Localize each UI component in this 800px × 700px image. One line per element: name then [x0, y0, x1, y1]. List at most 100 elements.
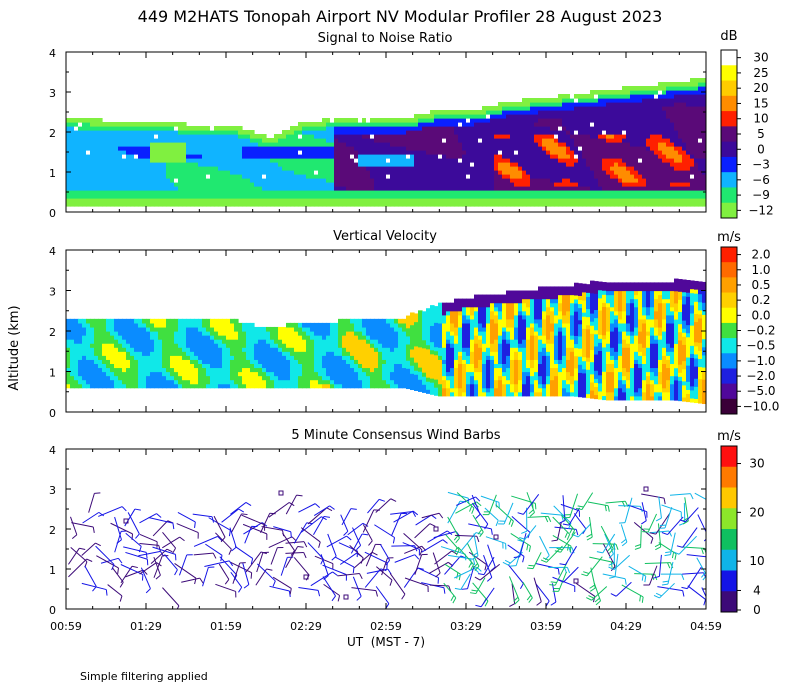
snr-cell — [574, 186, 579, 191]
snr-cell — [390, 146, 395, 151]
snr-cell — [330, 202, 335, 207]
snr-cell — [382, 122, 387, 127]
snr-cell — [366, 146, 371, 151]
snr-cell — [538, 170, 543, 175]
velocity-cell — [102, 343, 107, 348]
snr-cell — [634, 198, 639, 203]
snr-cell — [606, 166, 611, 171]
velocity-cell — [154, 343, 159, 348]
snr-cell — [382, 170, 387, 175]
snr-cell — [650, 98, 655, 103]
snr-cell — [586, 194, 591, 199]
snr-cell — [382, 126, 387, 131]
snr-cell — [398, 170, 403, 175]
velocity-cell — [258, 359, 263, 364]
snr-cell — [658, 114, 663, 119]
velocity-cell — [202, 318, 207, 324]
snr-cell — [166, 134, 171, 139]
snr-cell — [434, 114, 439, 119]
snr-cell — [642, 198, 647, 203]
snr-cell — [690, 178, 695, 183]
snr-cell — [322, 166, 327, 171]
snr-cell — [98, 122, 103, 127]
velocity-cell — [66, 367, 71, 373]
velocity-cell — [194, 383, 199, 389]
snr-cell — [562, 126, 567, 131]
snr-cell — [150, 134, 155, 139]
snr-cell — [598, 158, 603, 163]
snr-cell — [214, 150, 219, 155]
snr-cell — [538, 126, 543, 131]
velocity-cell — [218, 363, 223, 369]
snr-cell — [70, 190, 75, 195]
velocity-cell — [194, 331, 199, 336]
snr-cell — [418, 158, 423, 163]
snr-cell — [554, 110, 559, 115]
snr-cell — [86, 126, 91, 131]
snr-cell — [390, 186, 395, 191]
snr-cell — [694, 94, 699, 99]
velocity-cell — [206, 383, 211, 389]
velocity-cell — [86, 375, 91, 381]
snr-cell — [590, 102, 595, 107]
velocity-cell — [154, 339, 159, 344]
snr-cell — [466, 162, 471, 167]
velocity-cell — [246, 359, 251, 364]
snr-cell — [142, 150, 147, 155]
snr-cell — [254, 146, 259, 151]
snr-cell — [602, 178, 607, 183]
snr-cell — [694, 142, 699, 147]
velocity-cell — [134, 359, 139, 364]
snr-cell — [234, 142, 239, 147]
snr-cell — [538, 190, 543, 195]
snr-cell — [330, 122, 335, 127]
snr-cell — [210, 170, 215, 175]
velocity-cell — [266, 343, 271, 348]
snr-cell — [638, 134, 643, 139]
snr-cell — [310, 194, 315, 199]
velocity-cell — [146, 359, 151, 364]
snr-cell — [690, 190, 695, 195]
snr-cell — [194, 178, 199, 183]
snr-cell — [614, 158, 619, 163]
colorbar-segment — [721, 50, 737, 66]
velocity-cell — [322, 363, 327, 369]
snr-cell — [126, 186, 131, 191]
snr-cell — [666, 162, 671, 167]
snr-cell — [542, 186, 547, 191]
snr-cell — [618, 126, 623, 131]
snr-cell — [514, 110, 519, 115]
velocity-cell — [98, 359, 103, 364]
snr-cell — [638, 170, 643, 175]
snr-cell — [158, 186, 163, 191]
snr-cell — [78, 178, 83, 183]
snr-cell — [454, 146, 459, 151]
snr-cell — [622, 122, 627, 127]
velocity-cell — [74, 379, 79, 385]
snr-cell — [522, 182, 527, 187]
snr-cell — [638, 158, 643, 163]
snr-cell — [410, 146, 415, 151]
velocity-cell — [230, 326, 235, 332]
snr-cell — [94, 134, 99, 139]
snr-cell — [282, 178, 287, 183]
snr-cell — [310, 126, 315, 131]
velocity-cell — [206, 355, 211, 360]
snr-cell — [266, 150, 271, 155]
snr-cell — [66, 174, 71, 179]
snr-cell — [446, 202, 451, 207]
snr-cell — [350, 162, 355, 167]
velocity-cell — [154, 355, 159, 360]
snr-cell — [198, 198, 203, 203]
snr-cell — [366, 118, 371, 123]
velocity-cell — [106, 326, 111, 332]
snr-cell — [610, 166, 615, 171]
velocity-cell — [86, 371, 91, 377]
snr-cell — [486, 130, 491, 135]
snr-cell — [494, 138, 499, 143]
snr-cell — [410, 158, 415, 163]
snr-cell — [102, 150, 107, 155]
snr-cell — [346, 118, 351, 123]
velocity-cell — [186, 343, 191, 348]
snr-cell — [138, 134, 143, 139]
